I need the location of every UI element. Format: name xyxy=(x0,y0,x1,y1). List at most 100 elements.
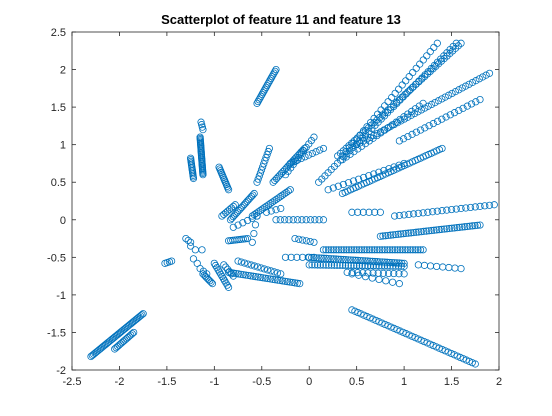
data-point xyxy=(315,216,323,224)
data-point xyxy=(363,135,371,143)
data-point xyxy=(308,261,316,269)
data-point xyxy=(317,254,325,262)
data-point xyxy=(213,264,221,272)
data-point xyxy=(256,169,264,177)
data-point xyxy=(408,130,416,138)
data-point xyxy=(218,272,226,281)
data-point xyxy=(380,126,388,134)
data-point xyxy=(350,148,358,156)
data-point xyxy=(457,204,465,213)
data-point xyxy=(295,235,303,243)
data-point xyxy=(406,246,414,254)
data-point xyxy=(421,124,429,132)
data-point xyxy=(471,222,479,230)
data-point xyxy=(388,258,396,267)
data-point xyxy=(293,253,301,261)
data-point xyxy=(272,216,280,224)
data-point xyxy=(432,226,441,234)
data-point xyxy=(381,232,390,240)
data-point xyxy=(260,160,268,168)
data-point xyxy=(229,269,238,277)
data-point xyxy=(414,261,422,269)
data-point xyxy=(253,178,261,186)
data-point xyxy=(485,201,494,209)
data-point xyxy=(276,216,284,224)
data-point xyxy=(420,227,428,235)
data-point xyxy=(445,91,453,99)
data-point xyxy=(189,255,198,263)
data-point xyxy=(386,246,394,254)
data-point xyxy=(359,137,368,145)
data-point xyxy=(366,257,374,265)
data-point xyxy=(458,84,466,92)
data-point xyxy=(397,230,405,238)
data-point xyxy=(265,78,273,86)
data-point xyxy=(244,260,252,268)
data-point xyxy=(327,246,335,254)
data-point xyxy=(409,246,417,254)
data-point xyxy=(435,226,443,234)
data-point xyxy=(311,216,319,224)
y-tick-label: 2.5 xyxy=(51,27,66,39)
data-point xyxy=(393,246,402,254)
data-point xyxy=(443,206,451,214)
data-point xyxy=(356,139,364,147)
data-point xyxy=(219,275,227,283)
data-point xyxy=(481,202,489,210)
data-point xyxy=(373,246,381,254)
data-point xyxy=(285,216,293,224)
data-point xyxy=(396,246,404,254)
data-point xyxy=(315,254,323,262)
data-point xyxy=(471,203,479,211)
data-point xyxy=(462,204,470,212)
data-point xyxy=(450,109,459,117)
data-point xyxy=(393,119,402,127)
data-point xyxy=(264,147,272,156)
data-point xyxy=(339,261,347,269)
data-point xyxy=(338,156,347,164)
data-point xyxy=(388,246,397,254)
data-point xyxy=(384,269,393,278)
data-point xyxy=(353,141,361,149)
data-point xyxy=(445,224,453,233)
data-point xyxy=(475,75,483,83)
data-point xyxy=(390,120,398,129)
data-point xyxy=(384,98,392,106)
data-point xyxy=(395,161,403,169)
y-tick-label: -0.5 xyxy=(47,252,66,264)
data-point xyxy=(388,278,397,286)
data-point xyxy=(336,261,344,269)
data-point xyxy=(364,269,372,277)
data-point xyxy=(431,98,439,107)
data-point xyxy=(259,89,267,97)
y-tick-label: 1.5 xyxy=(51,102,66,114)
data-point xyxy=(193,259,201,267)
x-tick-label: -2.5 xyxy=(63,376,82,388)
data-point xyxy=(402,77,410,85)
data-point xyxy=(395,211,403,220)
data-point xyxy=(379,269,388,277)
x-tick-label: 1 xyxy=(401,376,407,388)
data-point xyxy=(249,272,257,280)
data-point xyxy=(361,139,370,148)
data-point xyxy=(234,221,242,229)
data-point xyxy=(272,206,280,214)
data-point xyxy=(369,262,378,270)
data-point xyxy=(274,276,282,284)
data-point xyxy=(417,228,425,236)
data-point xyxy=(207,278,215,286)
data-point xyxy=(255,96,263,104)
data-point xyxy=(262,83,270,91)
data-point xyxy=(412,64,420,72)
data-point xyxy=(308,253,316,262)
data-point xyxy=(297,154,305,163)
data-point xyxy=(264,80,272,88)
data-point xyxy=(419,209,427,217)
data-point xyxy=(466,203,475,212)
data-point xyxy=(239,235,247,243)
data-point xyxy=(463,222,471,231)
data-point xyxy=(353,246,361,254)
data-point xyxy=(251,273,260,281)
data-point xyxy=(455,223,464,231)
